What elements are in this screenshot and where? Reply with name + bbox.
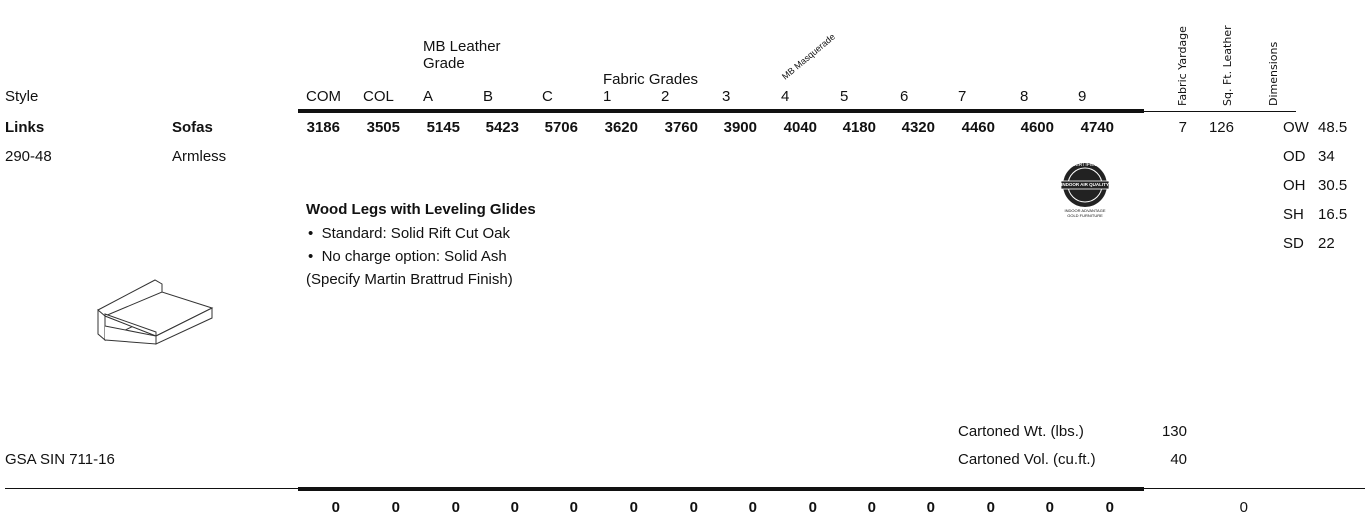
dimension-value: 48.5	[1318, 119, 1348, 136]
price: 4040	[783, 119, 817, 136]
legs-option: Standard: Solid Rift Cut Oak	[308, 225, 510, 243]
total-price: 0	[569, 499, 578, 516]
total-price: 0	[926, 499, 935, 516]
product-variant: Armless	[172, 148, 227, 165]
dimension-value: 30.5	[1318, 177, 1348, 194]
legs-note: (Specify Martin Brattrud Finish)	[306, 271, 513, 288]
sq-ft-leather: 126	[1208, 119, 1234, 136]
column-header: 2	[661, 88, 670, 105]
product-name: Links	[5, 119, 45, 136]
price: 3186	[306, 119, 340, 136]
total-sq-ft-leather: 0	[1239, 499, 1248, 516]
column-header: 6	[900, 88, 909, 105]
fabric-yardage: 7	[1178, 119, 1187, 136]
legs-option: No charge option: Solid Ash	[308, 248, 507, 266]
column-header: 1	[603, 88, 612, 105]
dimension-value: 22	[1318, 235, 1335, 252]
dimension-label: OW	[1283, 119, 1309, 136]
volume-label: Cartoned Vol. (cu.ft.)	[958, 451, 1096, 468]
legs-title: Wood Legs with Leveling Glides	[306, 201, 536, 218]
total-price: 0	[808, 499, 817, 516]
total-price: 0	[748, 499, 757, 516]
dimension-value: 16.5	[1318, 206, 1348, 223]
total-price: 0	[510, 499, 519, 516]
fabric-grades-header: Fabric Grades	[603, 71, 699, 88]
total-price: 0	[451, 499, 460, 516]
column-header: A	[423, 88, 434, 105]
column-header: 5	[840, 88, 849, 105]
gsa-number: GSA SIN 711-16	[5, 451, 115, 468]
price: 4460	[961, 119, 995, 136]
total-price: 0	[867, 499, 876, 516]
column-header: C	[542, 88, 553, 105]
weight: 130	[1161, 423, 1187, 440]
dimension-value: 34	[1318, 148, 1335, 165]
column-header: COL	[363, 88, 394, 105]
sofa-icon	[97, 279, 214, 345]
price: 5145	[426, 119, 460, 136]
total-price: 0	[391, 499, 400, 516]
column-header: 7	[958, 88, 967, 105]
badge-caption: INDOOR ADVANTAGE GOLD FURNITURE	[1064, 208, 1106, 218]
dimension-label: OD	[1283, 148, 1306, 165]
product-category: Sofas	[172, 119, 213, 136]
footer-rule-thick	[298, 487, 1144, 491]
column-header: 9	[1078, 88, 1087, 105]
price: 4600	[1020, 119, 1054, 136]
total-price: 0	[986, 499, 995, 516]
certification-badge	[1060, 163, 1110, 207]
price: 4740	[1080, 119, 1114, 136]
price: 3900	[723, 119, 757, 136]
dimensions-header: Dimensions	[1267, 41, 1280, 106]
weight-label: Cartoned Wt. (lbs.)	[958, 423, 1084, 440]
price: 5706	[544, 119, 578, 136]
dimension-label: OH	[1283, 177, 1306, 194]
total-price: 0	[1105, 499, 1114, 516]
fabric-yardage-header: Fabric Yardage	[1176, 26, 1189, 106]
price: 3760	[664, 119, 698, 136]
price: 3505	[366, 119, 400, 136]
badge-top: CERTIFIED	[1071, 162, 1099, 168]
header-rule-thick	[298, 109, 1144, 113]
price: 4320	[901, 119, 935, 136]
price: 5423	[485, 119, 519, 136]
column-header: 8	[1020, 88, 1029, 105]
sq-ft-leather-header: Sq. Ft. Leather	[1221, 25, 1234, 106]
column-header: 3	[722, 88, 731, 105]
total-price: 0	[1045, 499, 1054, 516]
price: 4180	[842, 119, 876, 136]
badge-title: INDOOR AIR QUALITY	[1061, 182, 1109, 187]
dimension-label: SD	[1283, 235, 1304, 252]
total-price: 0	[689, 499, 698, 516]
product-number: 290-48	[5, 148, 52, 165]
total-price: 0	[629, 499, 638, 516]
price: 3620	[604, 119, 638, 136]
column-header: 4	[781, 88, 790, 105]
total-price: 0	[331, 499, 340, 516]
dimension-label: SH	[1283, 206, 1304, 223]
column-header: B	[483, 88, 494, 105]
volume: 40	[1170, 451, 1187, 468]
style-header: Style	[5, 88, 39, 105]
column-header: COM	[306, 88, 341, 105]
header-rule-thin	[1144, 111, 1296, 112]
mb-leather-grade-header: MB Leather Grade	[423, 38, 501, 72]
mb-masquerade-header: MB Masquerade	[780, 31, 838, 82]
